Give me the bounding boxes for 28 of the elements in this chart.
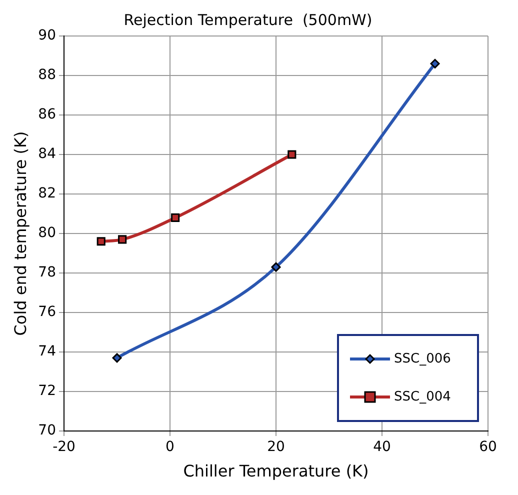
y-tick-label: 90 xyxy=(38,28,56,44)
point xyxy=(288,150,296,159)
legend-label: SSC_006 xyxy=(394,351,451,366)
y-tick-label: 78 xyxy=(38,264,56,281)
y-tick-label: 86 xyxy=(38,106,56,123)
y-tick-label: 74 xyxy=(38,344,56,360)
x-tick-label: 40 xyxy=(373,439,391,456)
x-tick-label: 60 xyxy=(479,439,497,456)
chart-title: Rejection Temperature (500mW) xyxy=(124,10,372,29)
point xyxy=(171,213,180,222)
y-tick-label: 72 xyxy=(38,383,56,400)
y-tick-label: 76 xyxy=(38,304,56,320)
y-tick-label: 84 xyxy=(38,146,56,162)
y-axis-title: Cold end temperature (K) xyxy=(10,131,30,336)
y-tick-label: 82 xyxy=(38,186,56,202)
x-axis-title: Chiller Temperature (K) xyxy=(183,462,369,481)
y-tick-label: 70 xyxy=(38,422,56,439)
point xyxy=(271,262,281,272)
x-tick-label: 20 xyxy=(267,439,285,456)
point xyxy=(96,237,106,246)
point xyxy=(112,353,122,363)
y-tick-label: 88 xyxy=(38,67,56,84)
point xyxy=(430,58,440,68)
point xyxy=(118,235,127,244)
legend-label: SSC_004 xyxy=(394,389,451,404)
x-tick-label: 0 xyxy=(166,439,174,456)
y-tick-label: 80 xyxy=(38,225,56,242)
x-tick-label: -20 xyxy=(52,439,76,456)
